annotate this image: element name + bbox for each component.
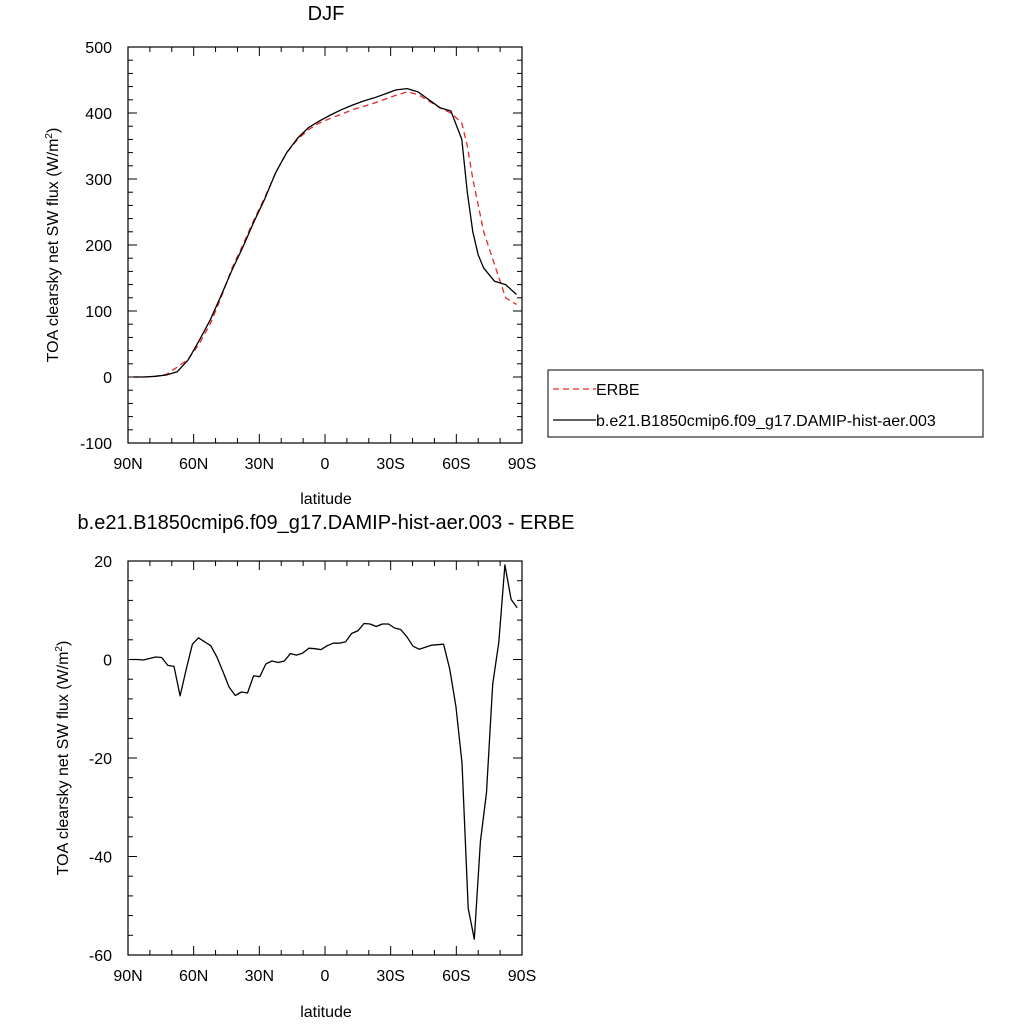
bottom-y-tick-label: 0 xyxy=(103,653,112,670)
top-plot-frame xyxy=(127,46,523,444)
top-x-tick-label: 60N xyxy=(179,456,208,473)
top-title: DJF xyxy=(308,3,345,25)
bottom-x-tick-label: 60S xyxy=(442,968,470,985)
bottom-x-axis-label: latitude xyxy=(300,1004,352,1021)
top-x-tick-label: 90S xyxy=(508,456,536,473)
top-y-tick-label: 200 xyxy=(85,238,112,255)
bottom-x-tick-label: 90S xyxy=(508,968,536,985)
top-y-tick-label: 300 xyxy=(85,172,112,189)
bottom-y-tick-label: -40 xyxy=(89,850,112,867)
bottom-x-tick-label: 30S xyxy=(376,968,404,985)
bottom-y-tick-label: 20 xyxy=(94,554,112,571)
top-panel: DJF 90N 60N 30N 0 30S 60S 90S -100 0 100 200 300 400… xyxy=(44,3,536,508)
top-x-tick-label: 30N xyxy=(245,456,274,473)
legend: ERBE b.e21.B1850cmip6.f09_g17.DAMIP-hist… xyxy=(547,369,984,438)
bottom-series-layer xyxy=(131,564,518,940)
top-y-tick-label: 0 xyxy=(103,370,112,387)
bottom-y-tick-label: -20 xyxy=(89,751,112,768)
top-axis-ticks: 90N 60N 30N 0 30S 60S 90S -100 0 100 200 300 400 500 xyxy=(80,40,536,473)
bottom-x-tick-label: 0 xyxy=(321,968,330,985)
top-x-tick-label: 90N xyxy=(113,456,142,473)
bottom-y-axis-label: TOA clearsky net SW flux (W/m2) xyxy=(54,641,72,876)
bottom-y-tick-label: -60 xyxy=(89,948,112,965)
top-y-axis-label: TOA clearsky net SW flux (W/m2) xyxy=(44,128,62,363)
top-series-layer xyxy=(133,87,517,378)
top-x-tick-label: 0 xyxy=(321,456,330,473)
bottom-x-tick-label: 90N xyxy=(113,968,142,985)
bottom-y-axis-label-main: TOA clearsky net SW flux (W/m xyxy=(55,652,72,876)
top-y-tick-label: -100 xyxy=(80,436,112,453)
bottom-series-line-0 xyxy=(131,564,518,940)
bottom-y-axis-label-close: ) xyxy=(55,641,72,646)
top-y-tick-label: 400 xyxy=(85,106,112,123)
top-series-line-1 xyxy=(133,87,517,378)
top-y-axis-label-main: TOA clearsky net SW flux (W/m xyxy=(45,139,62,363)
top-x-tick-label: 60S xyxy=(442,456,470,473)
top-y-tick-label: 100 xyxy=(85,304,112,321)
bottom-axis-ticks: 90N 60N 30N 0 30S 60S 90S -60 -40 -20 0 20 xyxy=(89,554,536,985)
bottom-x-tick-label: 60N xyxy=(179,968,208,985)
legend-erbe-label: ERBE xyxy=(596,382,640,399)
top-x-axis-label: latitude xyxy=(300,491,352,508)
legend-box xyxy=(547,369,984,438)
bottom-y-axis-label-superscript: 2 xyxy=(54,646,65,652)
top-y-axis-label-close: ) xyxy=(45,128,62,133)
legend-model-label: b.e21.B1850cmip6.f09_g17.DAMIP-hist-aer.… xyxy=(596,413,936,430)
top-y-tick-label: 500 xyxy=(85,40,112,57)
top-series-line-0 xyxy=(133,91,517,378)
bottom-title: b.e21.B1850cmip6.f09_g17.DAMIP-hist-aer.… xyxy=(78,512,575,534)
bottom-plot-frame xyxy=(127,560,523,956)
top-y-axis-label-superscript: 2 xyxy=(44,133,55,139)
top-x-tick-label: 30S xyxy=(376,456,404,473)
bottom-x-tick-label: 30N xyxy=(245,968,274,985)
bottom-panel: b.e21.B1850cmip6.f09_g17.DAMIP-hist-aer.… xyxy=(54,512,574,1021)
